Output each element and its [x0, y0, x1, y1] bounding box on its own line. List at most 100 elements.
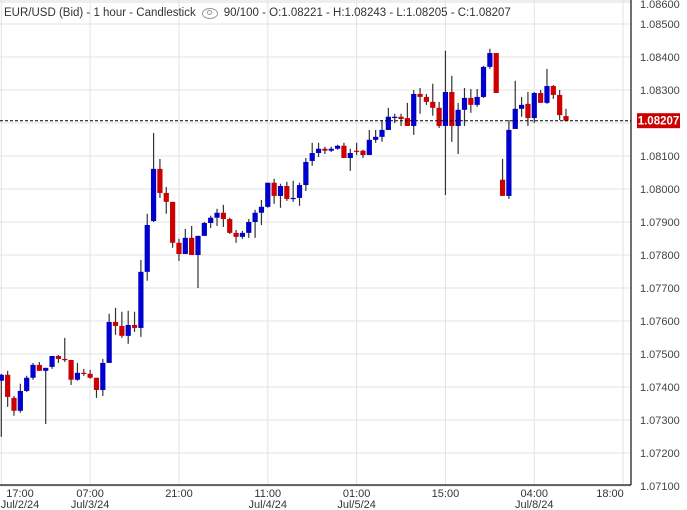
candle[interactable] — [334, 144, 341, 150]
candle[interactable] — [30, 362, 36, 380]
candle[interactable] — [176, 238, 182, 261]
candle[interactable] — [341, 142, 347, 158]
candle[interactable] — [379, 120, 385, 142]
candle[interactable] — [55, 354, 62, 363]
candle[interactable] — [354, 142, 360, 156]
candle[interactable] — [36, 361, 42, 371]
candle[interactable] — [417, 88, 423, 114]
candle[interactable] — [303, 157, 309, 191]
candle[interactable] — [0, 373, 4, 437]
candle[interactable] — [538, 90, 544, 103]
candle[interactable] — [157, 158, 163, 198]
candle[interactable] — [93, 377, 100, 398]
candle[interactable] — [366, 129, 372, 156]
candle[interactable] — [246, 219, 252, 238]
candle[interactable] — [214, 208, 220, 226]
candle[interactable] — [81, 368, 87, 376]
candle[interactable] — [43, 367, 49, 424]
candle[interactable] — [182, 228, 188, 255]
candle[interactable] — [201, 222, 207, 236]
last-price-label: 1.08207 — [638, 116, 680, 128]
candle[interactable] — [119, 311, 125, 338]
candle[interactable] — [373, 129, 379, 143]
eye-icon[interactable] — [201, 7, 218, 19]
candle[interactable] — [474, 89, 480, 107]
candle[interactable] — [468, 89, 474, 113]
candle[interactable] — [487, 48, 493, 69]
candle[interactable] — [404, 102, 410, 126]
candle-body — [290, 197, 296, 200]
candle[interactable] — [208, 215, 214, 228]
candle[interactable] — [138, 259, 144, 337]
candle[interactable] — [233, 229, 239, 243]
candle[interactable] — [195, 235, 201, 288]
candle[interactable] — [5, 370, 11, 407]
candle[interactable] — [493, 53, 499, 93]
last-price-tag-bg — [637, 113, 680, 129]
candle[interactable] — [322, 146, 328, 155]
candle[interactable] — [106, 313, 112, 363]
candle[interactable] — [227, 217, 233, 234]
candle-body — [271, 182, 277, 196]
candle[interactable] — [436, 101, 442, 128]
candle[interactable] — [442, 50, 449, 195]
candle[interactable] — [277, 183, 284, 208]
candle[interactable] — [563, 108, 569, 122]
candle[interactable] — [480, 65, 487, 98]
candle[interactable] — [411, 90, 417, 135]
candle[interactable] — [271, 178, 277, 204]
candle[interactable] — [62, 337, 68, 362]
candle[interactable] — [328, 146, 334, 153]
candle[interactable] — [544, 68, 550, 104]
candle[interactable] — [385, 107, 391, 130]
candle[interactable] — [296, 182, 303, 206]
candle[interactable] — [74, 362, 81, 381]
candle[interactable] — [290, 180, 296, 202]
candle[interactable] — [423, 93, 430, 105]
candle[interactable] — [49, 355, 55, 369]
candle[interactable] — [506, 120, 512, 199]
candle[interactable] — [163, 187, 169, 214]
candle[interactable] — [265, 182, 271, 208]
candle[interactable] — [24, 375, 30, 392]
candle[interactable] — [112, 307, 119, 335]
candle[interactable] — [392, 113, 398, 123]
candle[interactable] — [68, 359, 74, 386]
candle[interactable] — [131, 311, 138, 332]
candle[interactable] — [461, 88, 468, 126]
candle[interactable] — [347, 148, 353, 171]
candle[interactable] — [125, 310, 131, 344]
candle[interactable] — [252, 209, 258, 238]
candle[interactable] — [512, 80, 518, 129]
candle[interactable] — [189, 225, 195, 255]
candle[interactable] — [284, 181, 290, 201]
candle[interactable] — [258, 199, 265, 225]
candle[interactable] — [17, 383, 23, 413]
candle-body — [538, 92, 544, 103]
candle[interactable] — [449, 75, 455, 142]
candle[interactable] — [87, 369, 93, 379]
candle[interactable] — [309, 142, 315, 166]
candle[interactable] — [550, 85, 556, 99]
candle[interactable] — [100, 358, 106, 396]
candle[interactable] — [518, 96, 525, 117]
candle[interactable] — [239, 230, 246, 239]
candle[interactable] — [531, 91, 537, 123]
y-tick-label: 1.08000 — [640, 184, 680, 196]
candle[interactable] — [144, 213, 150, 281]
candle[interactable] — [315, 142, 322, 157]
candle[interactable] — [150, 132, 157, 222]
candle[interactable] — [455, 102, 461, 155]
candle[interactable] — [430, 83, 436, 116]
candle-body — [360, 150, 366, 156]
candle[interactable] — [170, 201, 176, 248]
x-tick-time: 11:00 — [254, 488, 281, 500]
candle[interactable] — [398, 113, 404, 126]
candle[interactable] — [360, 149, 366, 158]
candle[interactable] — [220, 204, 226, 227]
candle[interactable] — [11, 395, 17, 416]
x-tick-time: 07:00 — [76, 488, 104, 500]
candle[interactable] — [557, 90, 563, 121]
candle[interactable] — [499, 158, 506, 196]
